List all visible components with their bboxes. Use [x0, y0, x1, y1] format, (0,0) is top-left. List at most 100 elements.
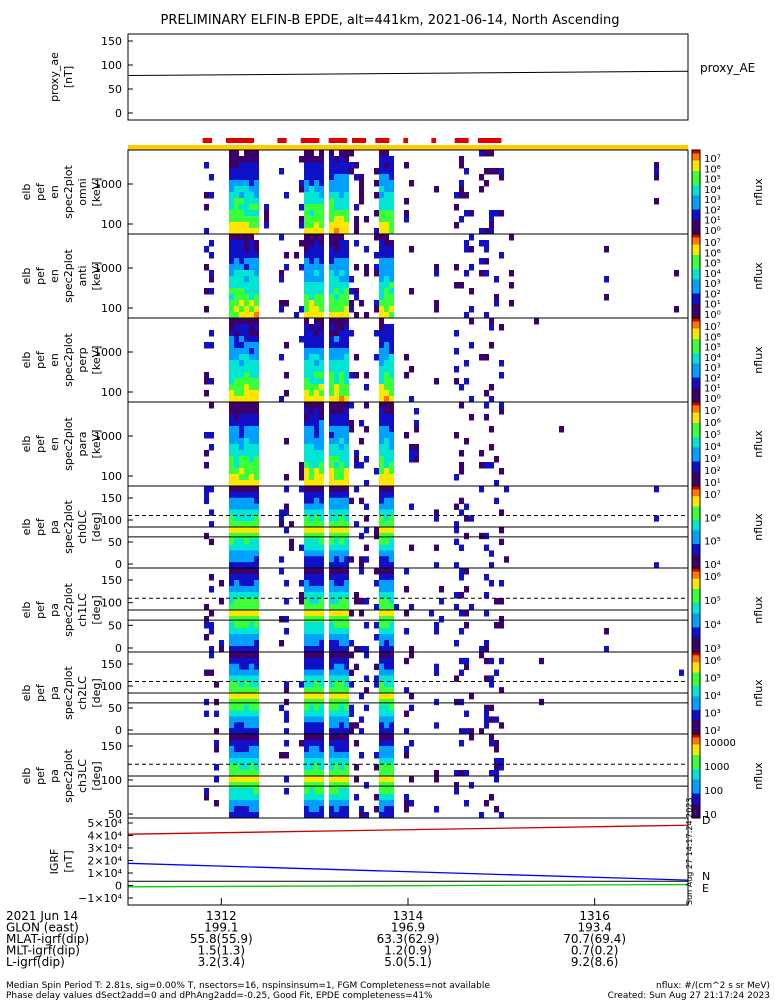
colorbar-step — [692, 395, 700, 399]
spec-cell — [209, 276, 214, 283]
spec-cell — [334, 366, 339, 373]
spec-cell — [404, 216, 409, 223]
spec-cell — [249, 812, 254, 819]
spec-cell — [244, 462, 249, 469]
colorbar-step — [692, 489, 700, 494]
spec-cell — [389, 462, 394, 469]
spec-cell — [229, 586, 234, 593]
spec-cell — [239, 800, 244, 807]
spec-cell — [249, 497, 254, 505]
spec-cell — [319, 246, 324, 253]
spec-cell — [389, 716, 394, 723]
spec-cell — [309, 568, 314, 575]
spec-cell — [479, 240, 484, 247]
spec-cell — [404, 198, 409, 205]
spec-cell — [494, 764, 499, 771]
spec-cell — [464, 192, 469, 199]
spec-cell — [374, 270, 379, 277]
spec-cell — [254, 192, 259, 199]
spec-cell — [249, 628, 254, 635]
spec-cell — [284, 687, 289, 694]
spec-cell — [234, 252, 239, 259]
spec-cell — [464, 438, 469, 445]
spec-cell — [234, 758, 239, 765]
spec-cell — [229, 515, 234, 522]
spec-cell — [234, 384, 239, 391]
spec-cell — [434, 669, 439, 676]
colorbar-step — [692, 451, 700, 455]
igrf-line-E — [127, 883, 689, 888]
spec-cell — [319, 192, 324, 199]
spec-cell — [329, 294, 334, 301]
spec-cell — [239, 258, 244, 265]
spec-cell — [334, 503, 339, 510]
spec-cell — [329, 282, 334, 289]
spec-cell — [229, 384, 234, 391]
coverage-bar-4 — [328, 138, 348, 143]
spec-cell — [469, 782, 474, 789]
spec-cell — [239, 222, 244, 229]
spec-cell — [459, 192, 464, 199]
spec-cell — [389, 354, 394, 361]
spec-cell — [314, 246, 319, 253]
spec-cell — [234, 462, 239, 469]
spec-cell — [339, 586, 344, 593]
spec-cell — [229, 640, 234, 647]
spec-cell — [234, 162, 239, 169]
spec-cell — [314, 300, 319, 307]
spec-cell — [229, 408, 234, 415]
panel-ylabel-ch1-0: elb — [20, 602, 33, 619]
spec-cell — [254, 156, 259, 163]
spec-cell — [379, 556, 384, 563]
spec-cell — [379, 515, 384, 522]
spec-cell — [334, 800, 339, 807]
spec-cell — [314, 342, 319, 349]
spec-cell — [329, 300, 334, 307]
spec-cell — [319, 574, 324, 581]
panel-ylabel-anti-4: anti — [76, 265, 89, 286]
spec-cell — [279, 354, 284, 361]
spec-cell — [304, 474, 309, 481]
spec-cell — [314, 550, 319, 557]
spec-cell — [229, 782, 234, 789]
spec-cell — [409, 288, 414, 295]
spec-cell — [349, 402, 354, 409]
spec-cell — [309, 806, 314, 813]
spec-cell — [314, 222, 319, 229]
spec-cell — [479, 646, 484, 653]
spec-cell — [244, 556, 249, 563]
spec-cell — [459, 282, 464, 289]
spec-cell — [254, 480, 259, 487]
spec-cell — [254, 776, 259, 783]
spec-cell — [344, 294, 349, 301]
spec-cell — [319, 444, 324, 451]
spec-cell — [234, 222, 239, 229]
spec-cell — [249, 752, 254, 759]
colorbar-step — [692, 727, 700, 732]
spec-cell — [329, 544, 334, 551]
spec-cell — [484, 270, 489, 277]
spec-cell — [334, 776, 339, 783]
spec-cell — [319, 486, 324, 493]
spec-cell — [249, 318, 254, 325]
spec-cell — [244, 366, 249, 373]
panel-ylabel-omni-1: pef — [34, 182, 47, 201]
colorbar-tick-anti-0: 10⁷ — [704, 238, 721, 249]
spec-cell — [354, 646, 359, 653]
completeness-bar — [128, 145, 688, 150]
spec-cell — [389, 710, 394, 717]
panel-ylabel-perp-5: [keV] — [90, 346, 103, 375]
spec-cell — [234, 622, 239, 629]
spec-cell — [229, 162, 234, 169]
spec-cell — [264, 222, 269, 229]
spec-cell — [309, 468, 314, 475]
spec-cell — [334, 288, 339, 295]
spec-cell — [304, 580, 309, 587]
spec-cell — [389, 722, 394, 729]
spec-cell — [314, 764, 319, 771]
spec-cell — [284, 474, 289, 481]
spec-cell — [229, 509, 234, 516]
spec-cell — [499, 360, 504, 367]
spec-cell — [314, 348, 319, 355]
spec-cell — [329, 509, 334, 516]
